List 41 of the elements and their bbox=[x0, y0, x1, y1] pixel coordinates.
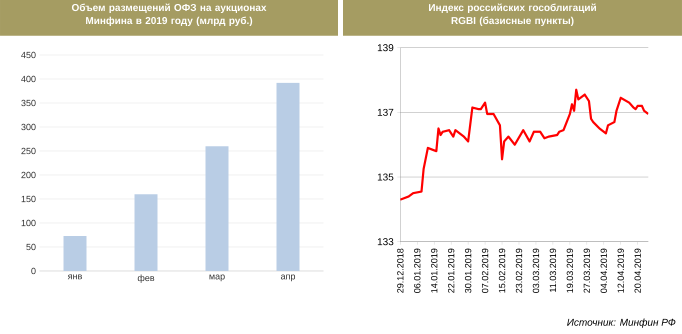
x-tick-label: 12.04.2019 bbox=[618, 248, 624, 293]
x-tick-label: 19.03.2019 bbox=[566, 248, 574, 293]
x-tick-label: 03.03.2019 bbox=[532, 248, 540, 293]
x-tick-label: 06.01.2019 bbox=[414, 248, 420, 293]
y-tick-label: 400 bbox=[21, 76, 36, 82]
y-tick-label: 350 bbox=[21, 100, 36, 106]
x-tick-label: апр bbox=[280, 274, 296, 282]
x-tick-label: 29.12.2018 bbox=[397, 248, 404, 293]
y-tick-label: 450 bbox=[21, 52, 36, 58]
x-tick-label: 11.03.2019 bbox=[550, 248, 556, 292]
x-tick-label: 07.02.2019 bbox=[482, 248, 488, 293]
x-tick-label: мар bbox=[210, 274, 225, 282]
y-tick-label: 137 bbox=[378, 108, 394, 116]
x-tick-label: 30.01.2019 bbox=[464, 248, 472, 293]
bar bbox=[276, 82, 300, 271]
y-tick-label: 200 bbox=[21, 172, 36, 178]
x-tick-label: 04.04.2019 bbox=[600, 248, 607, 293]
y-tick-label: 133 bbox=[378, 238, 394, 246]
y-tick-label: 100 bbox=[22, 220, 36, 226]
x-tick-label: 27.03.2019 bbox=[584, 248, 590, 293]
bar bbox=[64, 236, 87, 271]
chart-title: Объем размещений ОФЗ на аукционах Минфина в 2019 году (млрд руб.) bbox=[72, 4, 266, 26]
chart-title: Индекс российских гособлигаций RGBI (базисные пункты) bbox=[429, 4, 596, 26]
y-tick-label: 300 bbox=[21, 124, 36, 130]
x-tick-label: 22.01.2019 bbox=[448, 248, 454, 293]
x-tick-label: 20.04.2019 bbox=[634, 248, 641, 293]
x-tick-label: фев bbox=[138, 274, 154, 283]
x-tick-label: 23.02.2019 bbox=[516, 248, 522, 293]
y-tick-label: 0 bbox=[31, 268, 36, 274]
y-tick-label: 50 bbox=[26, 244, 36, 250]
text: Источник: Минфин РФ bbox=[567, 318, 676, 328]
x-tick-label: 14.01.2019 bbox=[431, 248, 438, 293]
y-tick-label: 139 bbox=[378, 44, 394, 52]
line-series bbox=[400, 88, 648, 201]
x-tick-label: янв bbox=[68, 274, 82, 280]
bar bbox=[206, 146, 229, 271]
y-tick-label: 250 bbox=[21, 148, 36, 154]
bar bbox=[134, 194, 158, 271]
y-tick-label: 135 bbox=[378, 173, 394, 181]
x-tick-label: 15.02.2019 bbox=[498, 248, 506, 293]
y-tick-label: 150 bbox=[22, 196, 36, 202]
